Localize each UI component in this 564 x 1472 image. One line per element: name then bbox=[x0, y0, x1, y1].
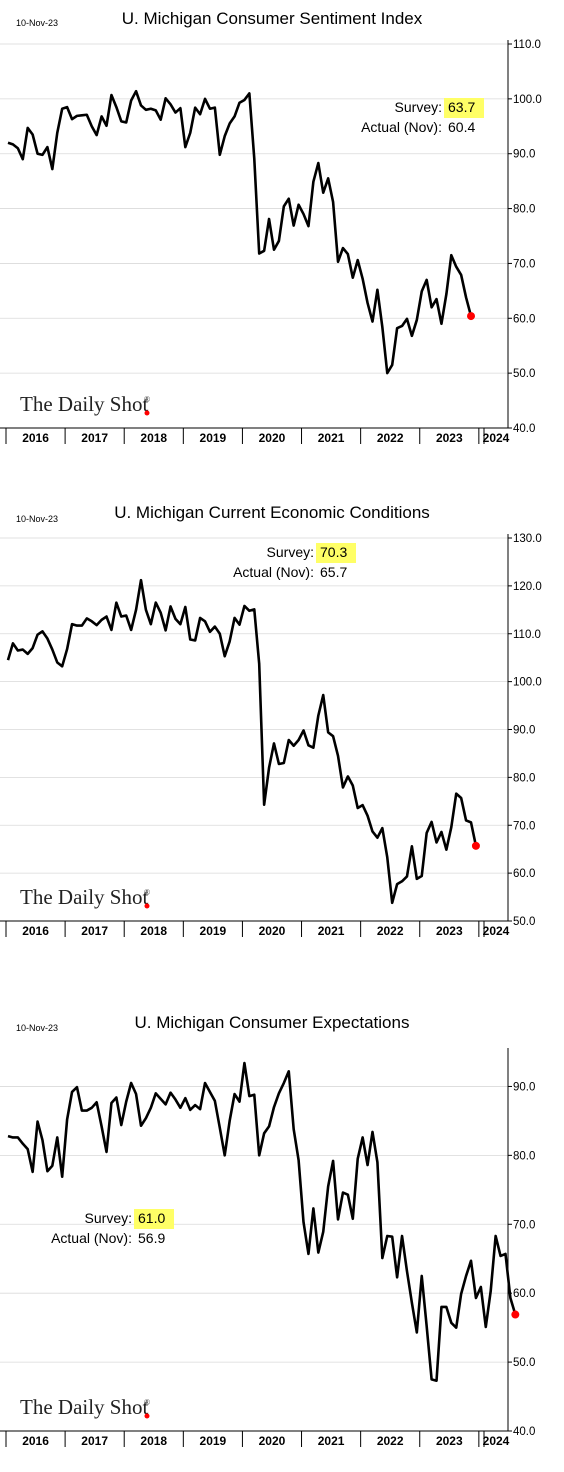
y-tick-label: 50.0 bbox=[513, 916, 535, 928]
chart-title: U. Michigan Consumer Sentiment Index bbox=[122, 9, 423, 28]
logo-red-dot bbox=[144, 410, 150, 416]
logo-registered-mark: ® bbox=[144, 1398, 150, 1407]
series-line bbox=[7, 1061, 517, 1382]
chart-panel-expectations: 90.0 80.0 70.0 60.0 50.0 40.0 2016 2017 2018 2019… bbox=[0, 1000, 564, 1472]
x-tick-label: 2023 bbox=[436, 924, 463, 938]
x-tick-label: 2016 bbox=[22, 924, 49, 938]
survey-label: Survey: bbox=[85, 1210, 132, 1226]
x-tick-label: 2021 bbox=[318, 1434, 345, 1448]
latest-point-marker bbox=[471, 841, 480, 850]
y-tick-label: 90.0 bbox=[513, 725, 535, 737]
chart-panel-current-conditions: 130.0 120.0 110.0 100.0 90.0 80.0 70.0 60.0 50.0… bbox=[0, 490, 564, 962]
actual-value: 56.9 bbox=[138, 1230, 165, 1246]
y-tick-label: 40.0 bbox=[513, 1426, 535, 1438]
y-tick-label: 70.0 bbox=[513, 1219, 535, 1231]
y-tick-label: 40.0 bbox=[513, 423, 535, 435]
logo-registered-mark: ® bbox=[144, 888, 150, 897]
survey-highlight bbox=[444, 98, 484, 118]
x-tick-label: 2018 bbox=[140, 431, 167, 445]
logo-registered-mark: ® bbox=[144, 395, 150, 404]
y-tick-label: 60.0 bbox=[513, 868, 535, 880]
daily-shot-logo: The Daily Shot® bbox=[20, 885, 150, 909]
survey-annotation: 63.7 Survey: 60.4 Actual (Nov): bbox=[361, 98, 484, 135]
x-tick-label: 2022 bbox=[377, 431, 404, 445]
y-tick-label: 80.0 bbox=[513, 1150, 535, 1162]
actual-value: 60.4 bbox=[448, 119, 475, 135]
logo-text: The Daily Shot bbox=[20, 392, 148, 416]
y-tick-label: 90.0 bbox=[513, 149, 535, 161]
y-tick-label: 70.0 bbox=[513, 258, 535, 270]
x-tick-label: 2023 bbox=[436, 1434, 463, 1448]
actual-label: Actual (Nov): bbox=[233, 564, 314, 580]
x-tick-label: 2019 bbox=[200, 431, 227, 445]
chart-date: 10-Nov-23 bbox=[16, 514, 58, 524]
latest-point-marker bbox=[467, 312, 475, 321]
survey-highlight bbox=[134, 1209, 174, 1229]
x-tick-label: 2020 bbox=[259, 1434, 286, 1448]
y-tick-label: 90.0 bbox=[513, 1081, 535, 1093]
y-tick-label: 50.0 bbox=[513, 1357, 535, 1369]
x-tick-label: 2016 bbox=[22, 1434, 49, 1448]
x-tick-label: 2023 bbox=[436, 431, 463, 445]
x-tick-label: 2022 bbox=[377, 1434, 404, 1448]
y-tick-label: 80.0 bbox=[513, 204, 535, 216]
logo-text: The Daily Shot bbox=[20, 885, 148, 909]
survey-value: 63.7 bbox=[448, 99, 475, 115]
logo-red-dot bbox=[144, 1413, 150, 1419]
y-tick-label: 50.0 bbox=[513, 368, 535, 380]
x-tick-label: 2021 bbox=[318, 431, 345, 445]
y-tick-label: 100.0 bbox=[513, 94, 542, 106]
y-tick-label: 80.0 bbox=[513, 772, 535, 784]
latest-point-marker bbox=[511, 1310, 520, 1319]
chart-date: 10-Nov-23 bbox=[16, 18, 58, 28]
y-tick-label: 130.0 bbox=[513, 533, 542, 545]
x-tick-label: 2016 bbox=[22, 431, 49, 445]
x-tick-label: 2024 bbox=[483, 431, 510, 445]
survey-label: Survey: bbox=[395, 99, 442, 115]
x-tick-label: 2021 bbox=[318, 924, 345, 938]
y-tick-label: 70.0 bbox=[513, 820, 535, 832]
x-tick-label: 2018 bbox=[140, 924, 167, 938]
x-tick-label: 2019 bbox=[200, 924, 227, 938]
survey-label: Survey: bbox=[267, 544, 314, 560]
x-tick-label: 2020 bbox=[259, 431, 286, 445]
actual-label: Actual (Nov): bbox=[51, 1230, 132, 1246]
series-line bbox=[7, 89, 473, 375]
chart-svg: 90.0 80.0 70.0 60.0 50.0 40.0 2016 2017 2018 2019… bbox=[0, 1013, 535, 1448]
series-line bbox=[6, 578, 478, 905]
x-tick-label: 2018 bbox=[140, 1434, 167, 1448]
survey-annotation: 70.3 Survey: 65.7 Actual (Nov): bbox=[233, 543, 356, 580]
y-tick-label: 110.0 bbox=[513, 39, 541, 51]
survey-value: 61.0 bbox=[138, 1210, 165, 1226]
survey-highlight bbox=[316, 543, 356, 563]
chart-svg: 110.0 100.0 90.0 80.0 70.0 60.0 50.0 40.0 2016 20… bbox=[0, 9, 542, 445]
x-tick-label: 2017 bbox=[81, 431, 108, 445]
y-tick-label: 120.0 bbox=[513, 581, 542, 593]
chart-title: U. Michigan Current Economic Conditions bbox=[114, 503, 430, 522]
actual-label: Actual (Nov): bbox=[361, 119, 442, 135]
x-tick-label: 2017 bbox=[81, 1434, 108, 1448]
x-tick-label: 2017 bbox=[81, 924, 108, 938]
chart-date: 10-Nov-23 bbox=[16, 1023, 58, 1033]
daily-shot-logo: The Daily Shot® bbox=[20, 1395, 150, 1419]
x-tick-label: 2019 bbox=[200, 1434, 227, 1448]
y-tick-label: 110.0 bbox=[513, 629, 541, 641]
y-tick-label: 100.0 bbox=[513, 677, 542, 689]
x-tick-label: 2022 bbox=[377, 924, 404, 938]
y-tick-label: 60.0 bbox=[513, 313, 535, 325]
survey-annotation: 61.0 Survey: 56.9 Actual (Nov): bbox=[51, 1209, 174, 1246]
chart-svg: 130.0 120.0 110.0 100.0 90.0 80.0 70.0 60.0 50.0… bbox=[0, 503, 542, 938]
daily-shot-logo: The Daily Shot® bbox=[20, 392, 150, 416]
x-tick-label: 2024 bbox=[483, 1434, 510, 1448]
chart-panel-sentiment: 110.0 100.0 90.0 80.0 70.0 60.0 50.0 40.0 2016 20… bbox=[0, 0, 564, 472]
y-tick-label: 60.0 bbox=[513, 1288, 535, 1300]
x-tick-label: 2020 bbox=[259, 924, 286, 938]
survey-value: 70.3 bbox=[320, 544, 347, 560]
actual-value: 65.7 bbox=[320, 564, 347, 580]
logo-red-dot bbox=[144, 903, 150, 909]
chart-title: U. Michigan Consumer Expectations bbox=[135, 1013, 410, 1032]
x-tick-label: 2024 bbox=[483, 924, 510, 938]
logo-text: The Daily Shot bbox=[20, 1395, 148, 1419]
